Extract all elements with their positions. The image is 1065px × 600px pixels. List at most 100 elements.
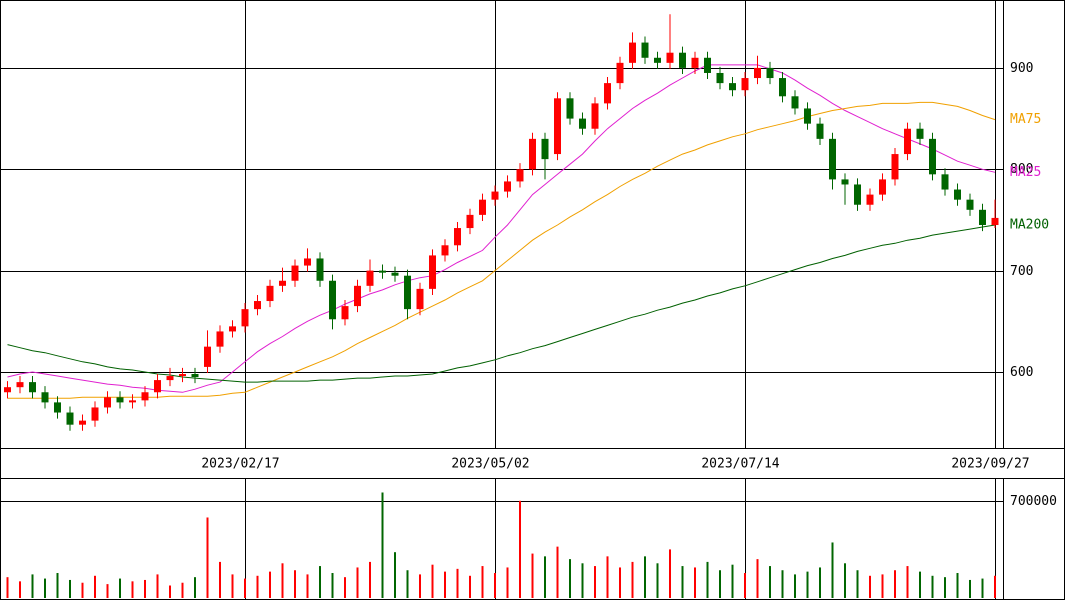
candle-body [304,258,311,266]
volume-bar [769,566,771,598]
candle-body [54,402,61,413]
volume-bar [581,563,584,598]
candle-body [604,83,611,104]
x-tick-label: 2023/05/02 [451,457,529,472]
y-tick-label: 800 [1010,162,1033,177]
candle-body [866,194,874,205]
candle-body [179,374,186,377]
candle-body [204,346,211,367]
y-tick-label: 600 [1010,365,1033,380]
candle-body [704,57,711,73]
candle-body [466,214,474,229]
volume-bar [94,575,96,598]
volume-bar [269,571,271,598]
volume-bar [231,574,234,598]
volume-bar [756,559,759,598]
candle-body [404,275,411,310]
volume-bar [956,573,959,598]
candle-body [191,374,199,378]
volume-bar [831,542,834,598]
candle-body [491,191,499,200]
candle-body [29,382,36,393]
volume-bar [494,573,496,598]
candle-body [941,174,949,190]
candle-body [354,285,361,307]
candle-body [266,285,274,302]
volume-bar [344,577,346,598]
candle-body [291,265,299,281]
candle-body [116,397,124,403]
candle-body [441,245,449,256]
volume-bar [694,567,696,598]
candle-body [454,228,461,246]
volume-bar [506,567,509,598]
volume-bar [919,571,921,598]
candle-body [691,57,699,68]
volume-bar [56,573,59,598]
volume-bar [119,578,121,598]
y-tick-label: 700000 [1010,494,1057,509]
candle-body [716,72,724,84]
candle-body [816,123,824,139]
volume-bar [544,556,546,598]
legend-label: MA200 [1010,218,1049,233]
candle-body [341,306,349,320]
candle-body [379,270,386,273]
candle-body [879,179,886,195]
candle-body [741,78,749,91]
volume-bar [31,574,34,598]
candle-body [929,138,936,175]
candle-body [129,400,136,403]
candle-body [554,98,561,155]
candle-body [241,309,249,327]
volume-bar [894,570,896,598]
candle-body [616,62,624,84]
volume-bar [444,571,446,598]
candle-body [779,78,786,97]
candle-body [541,138,549,160]
volume-bar [644,556,646,598]
candle-body [566,98,574,119]
volume-bar [419,574,421,598]
volume-bar [244,578,246,598]
volume-bar [931,575,934,598]
candle-body [16,382,24,388]
volume-bar [481,566,484,598]
ma-line [7,224,996,383]
candle-body [141,392,149,401]
volume-bar [969,579,971,598]
volume-bar [706,561,709,598]
candle-body [529,138,536,170]
volume-bar [944,577,946,598]
volume-bar [181,582,184,598]
candle-body [979,209,986,226]
candle-body [854,184,861,205]
volume-bar [819,567,821,598]
volume-bar [69,579,71,598]
volume-bar [356,567,359,598]
candle-body [591,103,599,129]
volume-bar [306,574,309,598]
volume-bar [156,574,159,598]
volume-bar [569,559,571,598]
volume-bar [669,549,671,598]
volume-bar [6,577,9,598]
candle-body [629,42,636,63]
candle-body [841,179,849,185]
volume-bar [219,561,221,598]
volume-bar [994,575,996,598]
volume-bar [369,561,371,598]
volume-bar [519,500,521,598]
volume-bar [781,570,784,598]
volume-bar [594,566,596,598]
volume-bar [531,553,534,598]
volume-bar [606,556,609,598]
volume-bar [881,574,884,598]
candle-body [279,280,286,286]
candle-body [79,420,86,425]
volume-bar [806,571,809,598]
volume-bar [844,563,846,598]
candle-body [329,280,336,320]
